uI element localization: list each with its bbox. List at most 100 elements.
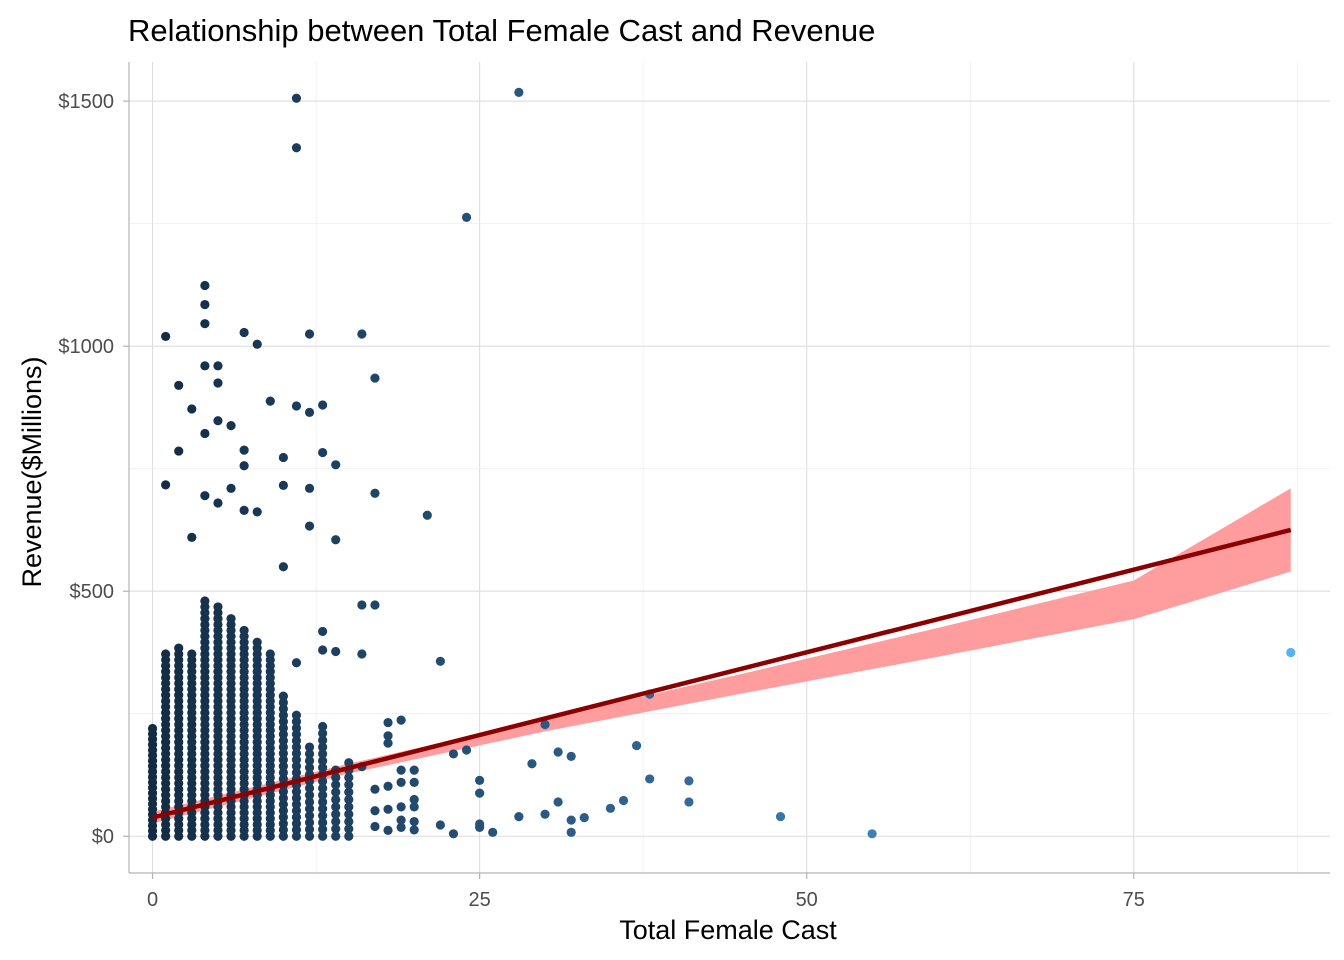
data-point (331, 772, 341, 783)
data-point (344, 780, 354, 790)
data-point (331, 794, 341, 805)
data-point (318, 763, 328, 773)
data-point (239, 327, 249, 338)
data-point (357, 600, 367, 610)
x-axis-title: Total Female Cast (619, 915, 837, 945)
data-point (318, 645, 328, 655)
data-point (318, 831, 328, 841)
data-point (304, 521, 315, 531)
data-point (318, 811, 328, 821)
data-point (278, 697, 288, 708)
data-point (475, 775, 485, 785)
data-point (1286, 647, 1296, 658)
data-point (383, 804, 393, 814)
data-point (396, 765, 406, 775)
data-point (461, 212, 472, 222)
data-point (304, 742, 315, 752)
data-point (278, 452, 288, 463)
data-point (213, 498, 223, 508)
data-point (213, 361, 223, 371)
data-point (331, 646, 341, 657)
data-point (553, 797, 563, 807)
data-point (187, 649, 197, 659)
trend-line-group (151, 527, 1292, 820)
data-point (278, 799, 288, 809)
data-point (448, 749, 459, 759)
data-point (278, 704, 288, 714)
x-tick-labels: 0 25 50 75 (147, 889, 1145, 911)
data-point (278, 787, 288, 797)
data-point (174, 446, 184, 456)
data-point (304, 804, 315, 814)
data-point (291, 831, 302, 841)
data-point (318, 735, 328, 745)
data-point (579, 813, 589, 823)
data-point (291, 767, 302, 778)
data-point (278, 562, 288, 572)
data-point (344, 758, 354, 768)
data-point (304, 797, 315, 807)
x-tick-label: 25 (468, 889, 490, 911)
data-point (200, 596, 210, 606)
data-point (318, 804, 328, 814)
data-point (344, 772, 354, 783)
data-point (396, 815, 406, 825)
data-point (370, 821, 380, 832)
data-point (605, 803, 616, 813)
data-point (291, 787, 302, 797)
data-point (278, 748, 288, 759)
data-point (409, 802, 419, 812)
data-point (370, 373, 380, 383)
data-point (161, 480, 171, 490)
data-point (396, 715, 406, 725)
x-tick-label: 50 (796, 889, 818, 911)
data-point (161, 331, 171, 342)
data-point (278, 818, 288, 829)
axes-group (123, 62, 1330, 879)
data-point (239, 461, 249, 471)
data-point (291, 799, 302, 809)
data-point (566, 815, 576, 825)
data-point (318, 721, 328, 732)
data-point (304, 831, 315, 841)
trend-line (151, 527, 1292, 820)
data-point (867, 829, 877, 839)
data-point (213, 416, 223, 426)
data-point (318, 817, 328, 828)
data-point (239, 625, 249, 636)
data-point (278, 755, 288, 765)
data-point (318, 756, 328, 766)
data-point (291, 825, 302, 835)
data-point (396, 822, 406, 833)
data-point (383, 781, 393, 791)
data-point (318, 776, 328, 786)
x-tick-label: 0 (147, 889, 158, 911)
data-point (331, 780, 341, 790)
data-point (304, 824, 315, 834)
data-point (344, 809, 354, 819)
data-point (239, 505, 249, 515)
data-point (291, 748, 302, 759)
data-point (291, 729, 302, 739)
data-point (514, 812, 524, 822)
data-point (291, 143, 302, 153)
data-point (566, 751, 576, 761)
data-point (331, 816, 341, 827)
data-point (200, 319, 210, 329)
data-point (304, 329, 315, 339)
data-point (331, 535, 341, 545)
data-point (278, 806, 288, 816)
y-tick-label: $500 (70, 581, 115, 603)
data-point (278, 761, 288, 771)
data-point (265, 649, 275, 659)
data-point (213, 378, 223, 388)
data-point (632, 740, 642, 751)
data-point (435, 820, 445, 830)
data-point (147, 723, 158, 734)
data-point (357, 649, 367, 659)
data-point (252, 339, 262, 349)
data-point (200, 491, 210, 501)
data-point (304, 749, 315, 759)
data-point (409, 777, 419, 787)
